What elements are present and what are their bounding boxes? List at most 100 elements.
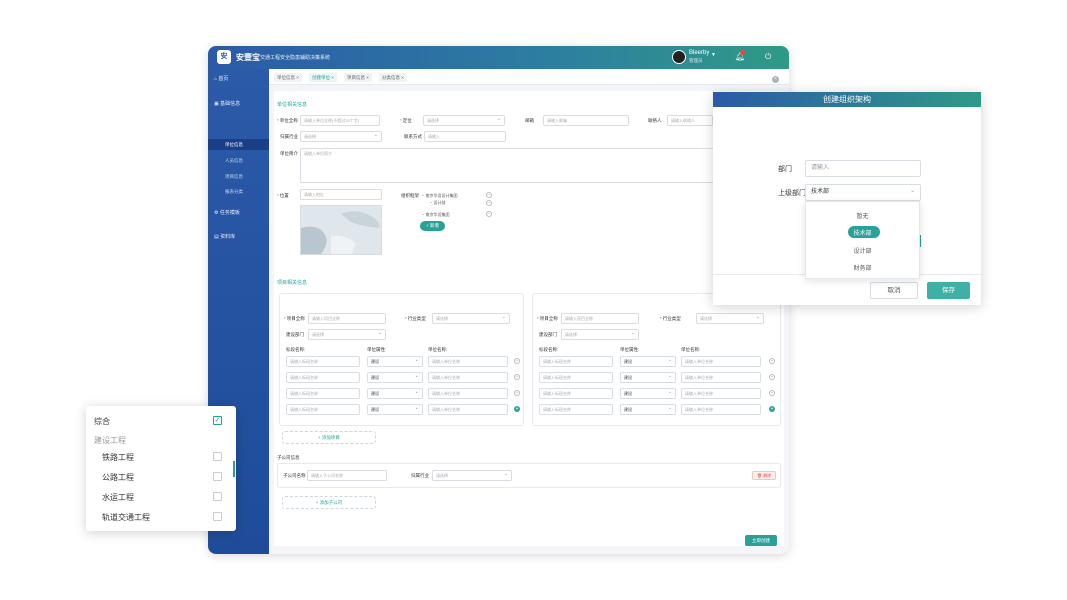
avatar[interactable] bbox=[672, 50, 686, 64]
checkbox-checked[interactable]: ✓ bbox=[213, 416, 222, 425]
save-button[interactable]: 保存 bbox=[927, 282, 970, 299]
unit-input[interactable]: 请输入单位名称 bbox=[681, 388, 761, 399]
dept-input[interactable]: 请输入 bbox=[805, 160, 921, 177]
col-section-name: 标段名称: bbox=[539, 347, 559, 352]
sidebar-item-home[interactable]: ⌂ 首页 bbox=[214, 76, 229, 82]
section-input[interactable]: 请输入标段名称 bbox=[286, 356, 360, 367]
chevron-down-icon[interactable]: ▼ bbox=[711, 52, 716, 58]
dropdown-option[interactable]: 财务部 bbox=[853, 266, 872, 272]
org-tree-node[interactable]: − 南京华设集团 bbox=[422, 212, 450, 217]
checkbox[interactable] bbox=[213, 472, 222, 481]
project-name-input[interactable]: 请输入项目全称 bbox=[308, 313, 386, 324]
sidebar-item-library[interactable]: ▤ 资料库 bbox=[214, 234, 236, 240]
industry-type-select[interactable]: 请选择 bbox=[696, 313, 764, 324]
add-org-button[interactable]: + 新增 bbox=[420, 221, 445, 231]
dropdown-option[interactable]: 设计部 bbox=[853, 249, 872, 255]
attr-select[interactable]: 建设 bbox=[367, 356, 423, 367]
intro-textarea[interactable]: 请输入单位简介 bbox=[300, 148, 780, 183]
subsidiary-industry-select[interactable]: 请选择 bbox=[432, 470, 512, 481]
tab-project-info[interactable]: 项目信息 × bbox=[344, 73, 372, 82]
org-tree-node[interactable]: − 南京华设设计集团 bbox=[422, 193, 458, 198]
filter-item-label: 综合 bbox=[94, 417, 110, 426]
unit-input[interactable]: 请输入单位名称 bbox=[428, 388, 508, 399]
remove-icon[interactable]: − bbox=[486, 192, 492, 198]
remove-icon[interactable]: − bbox=[514, 390, 520, 396]
industry-select[interactable]: 请选择 bbox=[300, 131, 382, 142]
attr-select[interactable]: 建设 bbox=[620, 356, 676, 367]
dropdown-option-selected[interactable]: 技术部 bbox=[853, 231, 872, 237]
phone-input[interactable]: 请输入 bbox=[424, 131, 506, 142]
industry-type-select[interactable]: 请选择 bbox=[432, 313, 510, 324]
project-name-input[interactable]: 请输入项目全称 bbox=[561, 313, 639, 324]
section-input[interactable]: 请输入标段名称 bbox=[286, 372, 360, 383]
tab-category-info[interactable]: 分类信息 × bbox=[379, 73, 407, 82]
section-input[interactable]: 请输入标段名称 bbox=[539, 388, 613, 399]
attr-select[interactable]: 建设 bbox=[620, 404, 676, 415]
section-input[interactable]: 请输入标段名称 bbox=[286, 404, 360, 415]
close-icon[interactable]: × bbox=[772, 76, 779, 83]
section-input[interactable]: 请输入标段名称 bbox=[286, 388, 360, 399]
sidebar-subitem-people[interactable]: 人员信息 bbox=[225, 158, 243, 163]
user-name[interactable]: Bleerby bbox=[689, 50, 710, 56]
section-input[interactable]: 请输入标段名称 bbox=[539, 404, 613, 415]
remove-icon[interactable]: − bbox=[769, 358, 775, 364]
sidebar-subitem-report[interactable]: 报表分类 bbox=[225, 189, 243, 194]
create-now-button[interactable]: 立即创建 bbox=[745, 535, 777, 546]
bell-icon[interactable]: 🔔︎ bbox=[735, 52, 746, 61]
sidebar-active-highlight bbox=[208, 139, 269, 150]
remove-icon[interactable]: − bbox=[486, 200, 492, 206]
unit-name-input[interactable]: 请输入单位全称(不超过20个字) bbox=[300, 115, 380, 126]
scrollbar[interactable] bbox=[919, 235, 921, 247]
map-preview[interactable] bbox=[300, 205, 382, 255]
add-subsidiary-button[interactable]: + 添加子公司 bbox=[282, 496, 376, 509]
sidebar-item-basic-info[interactable]: ▣ 基础信息 bbox=[214, 101, 241, 107]
add-row-icon[interactable]: + bbox=[514, 406, 520, 412]
notification-badge bbox=[740, 50, 745, 55]
tab-unit-info[interactable]: 单位信息 × bbox=[274, 73, 302, 82]
add-row-icon[interactable]: + bbox=[769, 406, 775, 412]
checkbox[interactable] bbox=[213, 492, 222, 501]
dept-select[interactable]: 请选择 bbox=[561, 329, 639, 340]
tab-create-unit[interactable]: 创建单位 × bbox=[309, 73, 337, 82]
remove-icon[interactable]: − bbox=[769, 390, 775, 396]
dropdown-option[interactable]: 暂无 bbox=[856, 214, 869, 220]
parent-dept-select[interactable]: 技术部 ⌄ bbox=[805, 184, 921, 201]
unit-input[interactable]: 请输入单位名称 bbox=[681, 356, 761, 367]
unit-input[interactable]: 请输入单位名称 bbox=[428, 404, 508, 415]
unit-input[interactable]: 请输入单位名称 bbox=[428, 356, 508, 367]
checkbox[interactable] bbox=[213, 452, 222, 461]
subsidiary-name-input[interactable]: 请输入子公司名称 bbox=[307, 470, 387, 481]
sidebar-item-label: 资料库 bbox=[220, 234, 236, 240]
email-input[interactable]: 请输入邮箱 bbox=[543, 115, 629, 126]
remove-icon[interactable]: − bbox=[486, 211, 492, 217]
contact-input[interactable]: 请输入联络人 bbox=[667, 115, 713, 126]
power-icon[interactable]: ⏻ bbox=[765, 52, 772, 61]
dept-select[interactable]: 请选择 bbox=[308, 329, 386, 340]
attr-select[interactable]: 建设 bbox=[367, 404, 423, 415]
checkbox[interactable] bbox=[213, 512, 222, 521]
cancel-button[interactable]: 取消 bbox=[870, 282, 918, 299]
sidebar-subitem-project[interactable]: 项目信息 bbox=[225, 174, 243, 179]
scrollbar[interactable] bbox=[233, 461, 235, 477]
section-input[interactable]: 请输入标段名称 bbox=[539, 372, 613, 383]
location-select[interactable]: 请选择 bbox=[423, 115, 505, 126]
delete-button[interactable]: 🗑︎ 删除 bbox=[752, 471, 776, 480]
attr-select[interactable]: 建设 bbox=[367, 388, 423, 399]
unit-input[interactable]: 请输入单位名称 bbox=[681, 372, 761, 383]
unit-input[interactable]: 请输入单位名称 bbox=[681, 404, 761, 415]
remove-icon[interactable]: − bbox=[514, 374, 520, 380]
sidebar-item-task[interactable]: ⚙ 任务模板 bbox=[214, 210, 240, 216]
remove-icon[interactable]: − bbox=[514, 358, 520, 364]
remove-icon[interactable]: − bbox=[769, 374, 775, 380]
attr-select[interactable]: 建设 bbox=[620, 372, 676, 383]
org-tree-node[interactable]: − 设计部 bbox=[430, 200, 446, 205]
section-input[interactable]: 请输入标段名称 bbox=[539, 356, 613, 367]
sidebar-subitem-unit[interactable]: 单位信息 bbox=[225, 142, 243, 147]
attr-select[interactable]: 建设 bbox=[367, 372, 423, 383]
address-input[interactable]: 请输入地址 bbox=[300, 189, 382, 200]
tab-label: 创建单位 bbox=[312, 75, 330, 80]
selected-highlight bbox=[848, 226, 880, 238]
unit-input[interactable]: 请输入单位名称 bbox=[428, 372, 508, 383]
attr-select[interactable]: 建设 bbox=[620, 388, 676, 399]
add-project-button[interactable]: + 添加项目 bbox=[282, 431, 376, 444]
